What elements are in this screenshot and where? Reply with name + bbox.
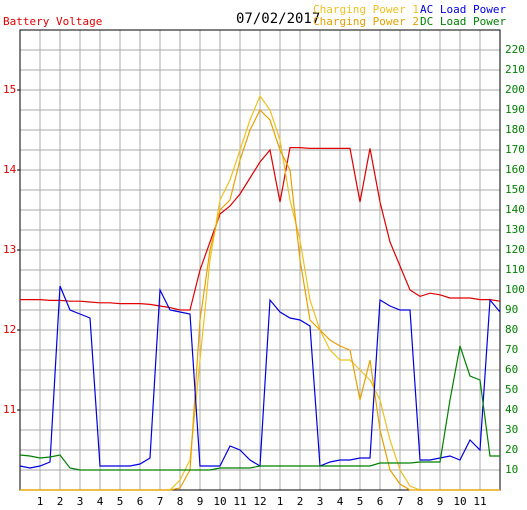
y-tick-label: 12 [3, 323, 16, 336]
y2-tick-label: 200 [505, 83, 525, 96]
y2-tick-label: 210 [505, 63, 525, 76]
x-tick-label: 3 [77, 495, 84, 508]
x-tick-label: 5 [117, 495, 124, 508]
y2-tick-label: 90 [505, 303, 518, 316]
y2-tick-label: 10 [505, 463, 518, 476]
y-tick-label: 11 [3, 403, 16, 416]
legend-entry: AC Load Power [420, 3, 506, 16]
x-tick-label: 2 [297, 495, 304, 508]
series-line [20, 108, 500, 491]
x-tick-label: 1 [37, 495, 44, 508]
y2-tick-label: 160 [505, 163, 525, 176]
x-tick-label: 9 [197, 495, 204, 508]
x-tick-label: 2 [57, 495, 64, 508]
x-tick-label: 8 [417, 495, 424, 508]
x-tick-label: 10 [213, 495, 226, 508]
x-tick-label: 3 [317, 495, 324, 508]
y2-tick-label: 150 [505, 183, 525, 196]
legend-entry: DC Load Power [420, 15, 506, 28]
y2-tick-label: 140 [505, 203, 525, 216]
y2-tick-label: 130 [505, 223, 525, 236]
x-tick-label: 11 [233, 495, 246, 508]
y2-tick-label: 170 [505, 143, 525, 156]
y-axis-label: Battery Voltage [3, 15, 102, 28]
y-tick-label: 14 [3, 163, 17, 176]
y-tick-label: 15 [3, 83, 16, 96]
x-tick-label: 10 [453, 495, 466, 508]
x-tick-label: 6 [137, 495, 144, 508]
legend-entry: Charging Power 2 [313, 15, 419, 28]
x-tick-label: 7 [397, 495, 404, 508]
x-tick-label: 5 [357, 495, 364, 508]
x-tick-label: 6 [377, 495, 384, 508]
y2-tick-label: 190 [505, 103, 525, 116]
y2-tick-label: 100 [505, 283, 525, 296]
x-tick-label: 8 [177, 495, 184, 508]
y2-tick-label: 70 [505, 343, 518, 356]
x-tick-label: 1 [277, 495, 284, 508]
y2-tick-label: 180 [505, 123, 525, 136]
y2-tick-label: 110 [505, 263, 525, 276]
series-line [19, 345, 500, 471]
x-tick-label: 7 [157, 495, 164, 508]
y2-tick-label: 50 [505, 383, 518, 396]
chart-title: 07/02/2017 [236, 11, 320, 27]
y2-tick-label: 20 [505, 443, 518, 456]
y2-tick-label: 30 [505, 423, 518, 436]
y2-tick-label: 60 [505, 363, 518, 376]
x-tick-label: 4 [337, 495, 344, 508]
y2-tick-label: 80 [505, 323, 518, 336]
plot-frame [19, 29, 501, 491]
y2-tick-label: 220 [505, 43, 525, 56]
x-tick-label: 12 [253, 495, 266, 508]
y2-tick-label: 120 [505, 243, 525, 256]
legend-entry: Charging Power 1 [313, 3, 419, 16]
x-tick-label: 11 [473, 495, 486, 508]
y-tick-label: 13 [3, 243, 16, 256]
y2-tick-label: 40 [505, 403, 518, 416]
x-tick-label: 9 [437, 495, 444, 508]
x-tick-label: 4 [97, 495, 104, 508]
series-line [20, 147, 501, 311]
